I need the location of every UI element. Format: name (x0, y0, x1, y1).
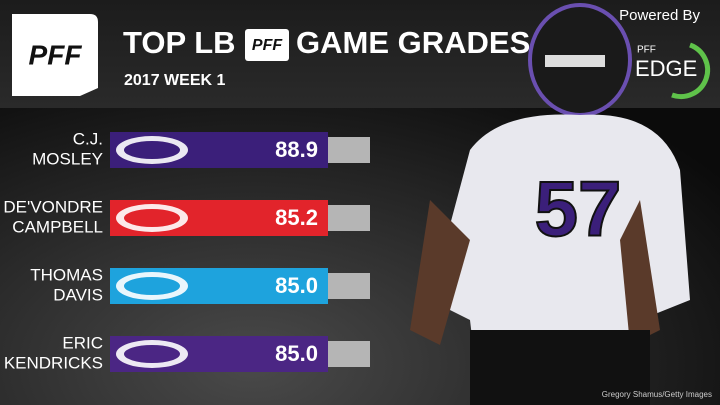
grade-value: 85.0 (275, 341, 318, 366)
title-logo-shape (245, 29, 289, 61)
team-logo-inner (124, 277, 180, 295)
grade-value: 85.0 (275, 273, 318, 298)
player-name: DE'VONDRE (3, 197, 103, 216)
grade-track (325, 273, 370, 299)
player-name: DAVIS (53, 285, 103, 304)
player-name: CAMPBELL (12, 217, 103, 236)
grade-track (325, 137, 370, 163)
player-photo: 57 (410, 3, 690, 405)
team-logo-inner (124, 345, 180, 363)
grade-track (325, 205, 370, 231)
edge-small: PFF (637, 45, 656, 56)
grade-value: 88.9 (275, 137, 318, 162)
team-logo-inner (124, 209, 180, 227)
team-logo-inner (124, 141, 180, 159)
powered-by: Powered By (619, 7, 700, 24)
edge-ring (671, 42, 711, 100)
grade-track (325, 341, 370, 367)
photo-credit: Gregory Shamus/Getty Images (602, 390, 712, 399)
jersey-number: 57 (535, 165, 622, 253)
player-name: MOSLEY (32, 149, 103, 168)
pff-logo-shape (12, 14, 98, 96)
title-logo-text: PFF (252, 37, 283, 54)
player-name: ERIC (62, 333, 103, 352)
player-name: THOMAS (30, 265, 103, 284)
grade-value: 85.2 (275, 205, 318, 230)
edge-text: EDGE (635, 56, 697, 81)
title-right: GAME GRADES (296, 25, 530, 60)
subtitle: 2017 WEEK 1 (124, 72, 225, 89)
title-left: TOP LB (123, 25, 236, 60)
player-name: KENDRICKS (4, 353, 103, 372)
player-name: C.J. (73, 129, 103, 148)
pff-logo-text: PFF (29, 39, 83, 70)
